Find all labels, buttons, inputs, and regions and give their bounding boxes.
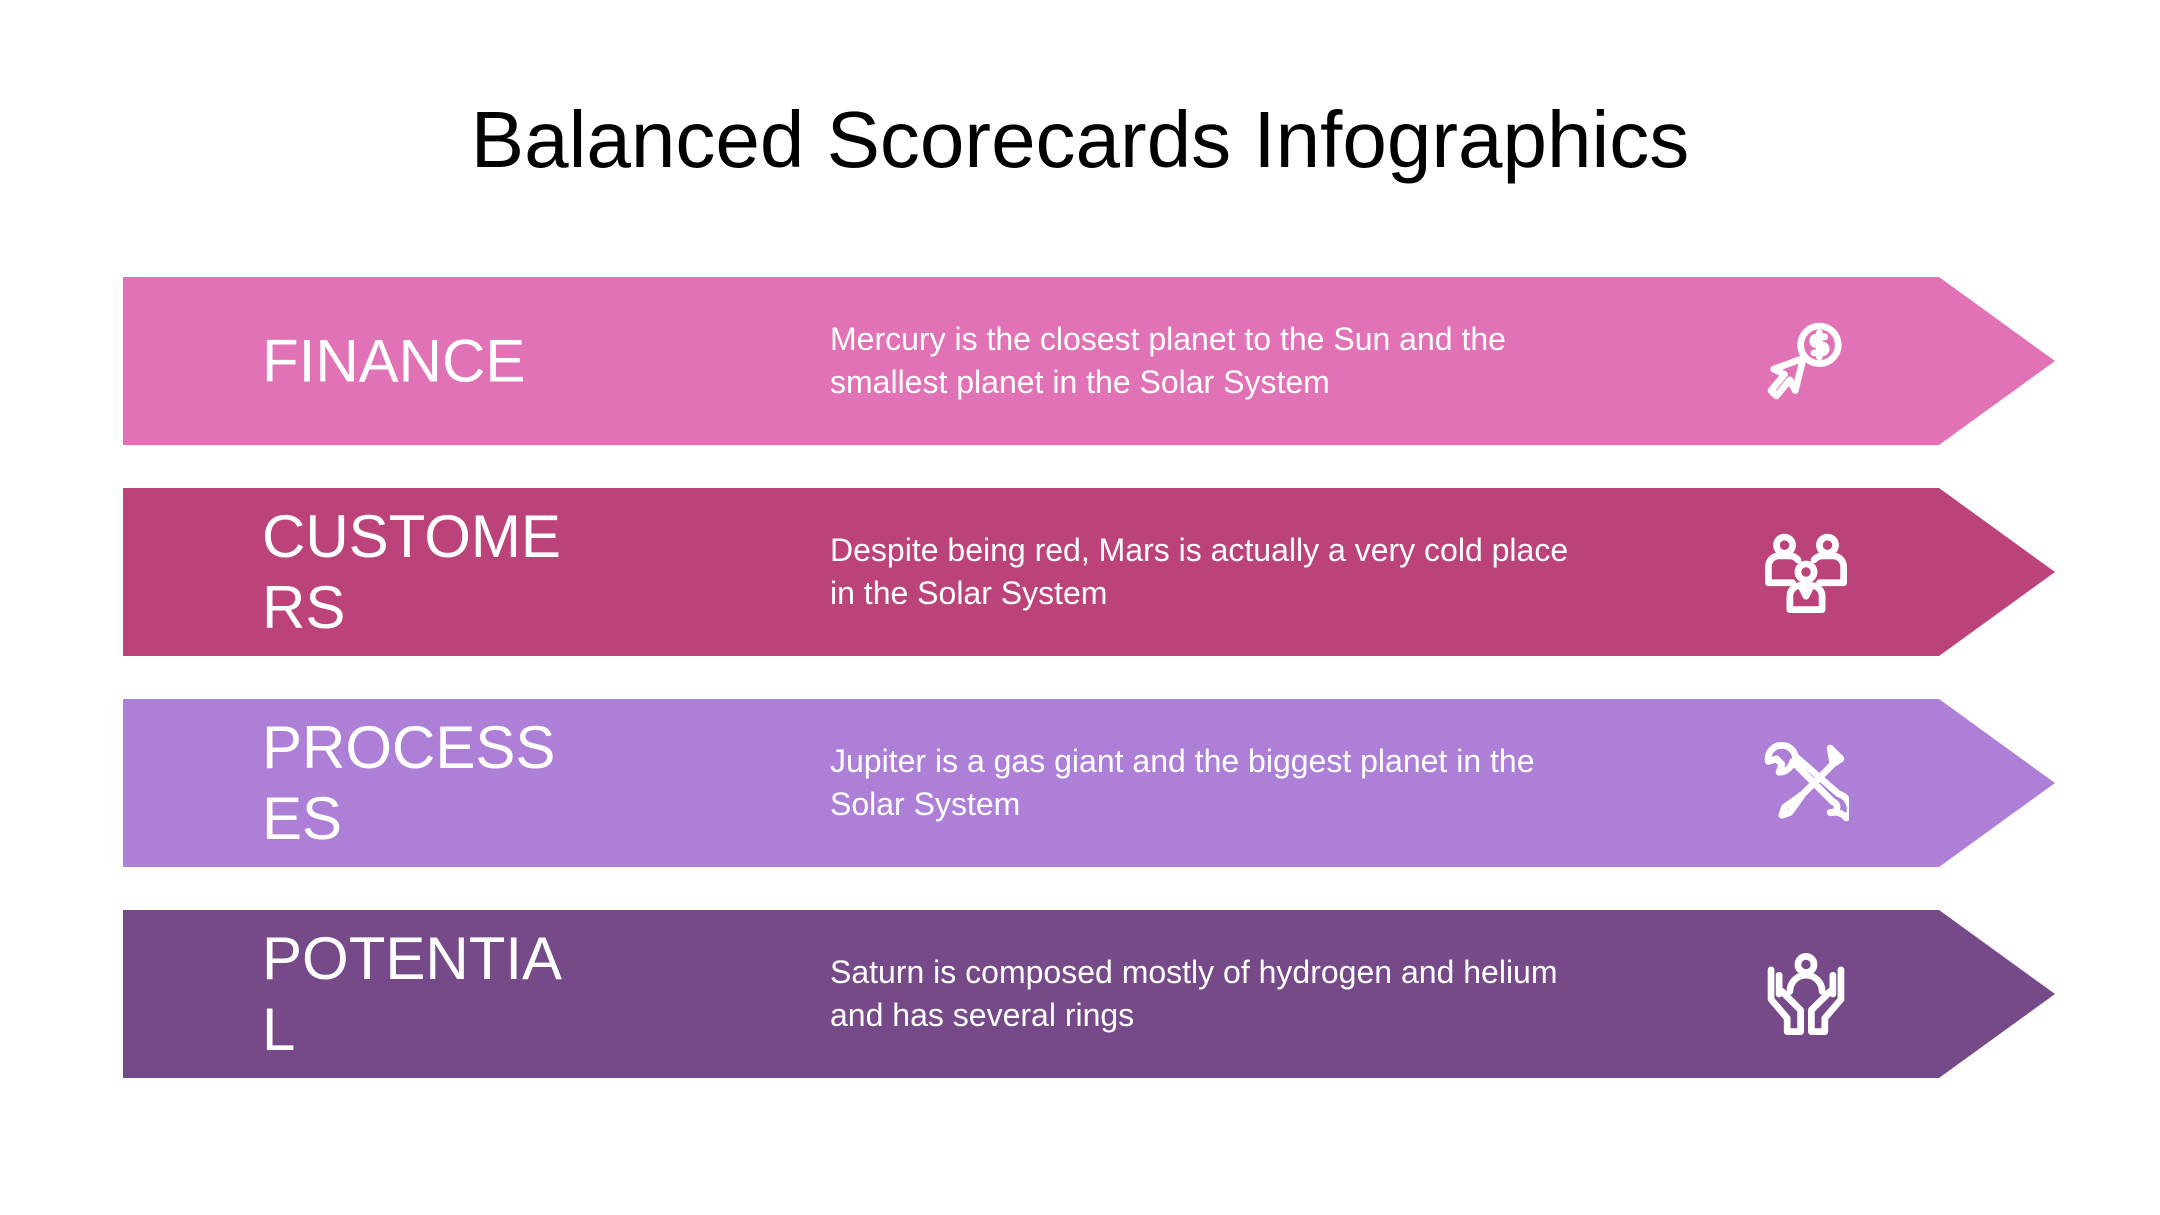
dollar-cursor-icon xyxy=(1763,318,1849,404)
wrench-screwdriver-icon xyxy=(1763,740,1854,826)
row-potential: POTENTIAL Saturn is composed mostly of h… xyxy=(123,910,2055,1078)
row-customers: CUSTOMERS Despite being red, Mars is act… xyxy=(123,488,2055,656)
row-description: Saturn is composed mostly of hydrogen an… xyxy=(830,954,1558,1033)
customers-group-icon xyxy=(1763,529,1849,615)
row-finance: FINANCE Mercury is the closest planet to… xyxy=(123,277,2055,445)
row-label: PROCESSES xyxy=(262,714,556,852)
row-label: FINANCE xyxy=(262,327,526,395)
row-label: CUSTOMERS xyxy=(262,503,561,641)
row-description: Jupiter is a gas giant and the biggest p… xyxy=(830,743,1535,822)
row-label: POTENTIAL xyxy=(262,925,563,1063)
row-processes: PROCESSES Jupiter is a gas giant and the… xyxy=(123,699,2055,867)
row-description: Despite being red, Mars is actually a ve… xyxy=(830,532,1569,611)
hands-person-icon xyxy=(1763,951,1849,1037)
row-description: Mercury is the closest planet to the Sun… xyxy=(830,321,1506,400)
page-title: Balanced Scorecards Infographics xyxy=(470,95,1690,184)
